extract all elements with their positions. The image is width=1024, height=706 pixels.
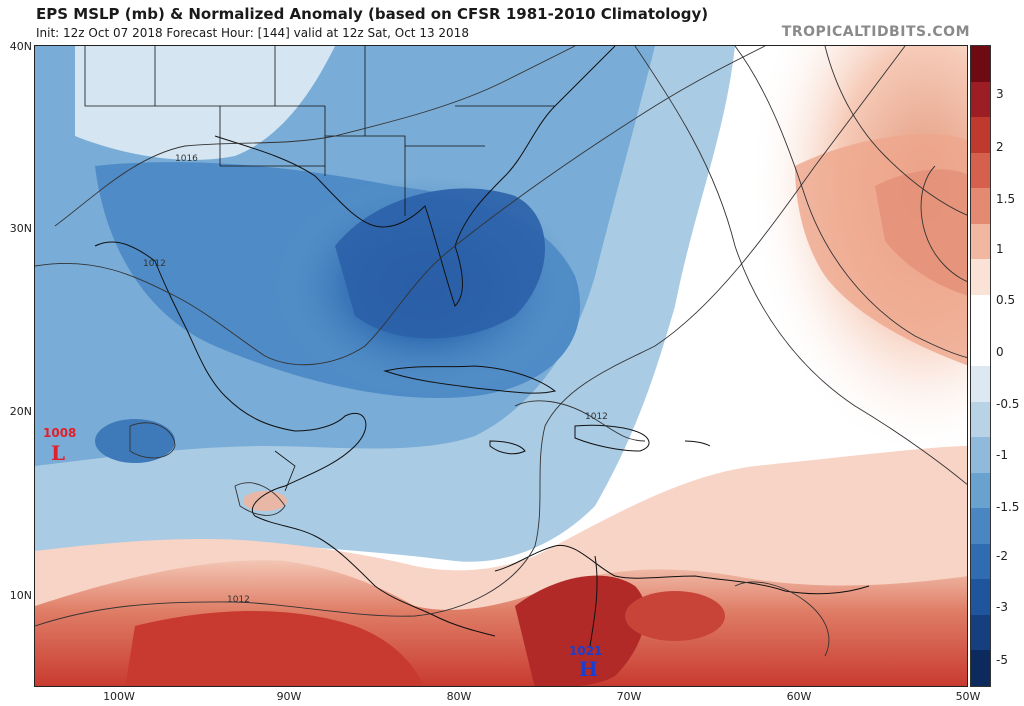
- colorbar-label: 1: [996, 242, 1004, 256]
- lon-label-80w: 80W: [446, 690, 472, 703]
- us-state-borders: [84, 46, 555, 492]
- isobar-label: 1012: [585, 412, 608, 422]
- low-pressure-value: 1008: [43, 426, 76, 440]
- positive-anomaly-pacific: [125, 611, 425, 686]
- positive-anomaly-colombia: [515, 575, 646, 686]
- colorbar-swatch: [971, 188, 990, 225]
- colorbar-swatch: [971, 472, 990, 509]
- anomaly-blob-mexico: [243, 491, 287, 511]
- anomaly-map: 1016 1012 1012 1012 1008 L 1021 H: [35, 46, 967, 686]
- colorbar-swatch: [971, 543, 990, 580]
- colorbar-label: 3: [996, 87, 1004, 101]
- positive-anomaly-ne-peak: [875, 169, 967, 296]
- watermark: TROPICALTIDBITS.COM: [781, 24, 970, 40]
- colorbar-swatch: [971, 401, 990, 438]
- colorbar-swatch: [971, 46, 990, 83]
- colorbar-label: 0.5: [996, 293, 1016, 307]
- lat-label-40n: 40N: [9, 40, 32, 53]
- colorbar-swatch: [971, 614, 990, 651]
- colorbar-label: -0.5: [996, 397, 1020, 411]
- lat-label-30n: 30N: [9, 222, 32, 235]
- colorbar-swatch: [971, 508, 990, 545]
- colorbar-label: -3: [996, 600, 1008, 614]
- colorbar-swatch: [971, 366, 990, 403]
- anomaly-colorbar: [970, 45, 991, 687]
- colorbar-label: -2: [996, 549, 1008, 563]
- high-pressure-symbol: H: [579, 657, 598, 681]
- lon-label-90w: 90W: [276, 690, 302, 703]
- colorbar-swatch: [971, 152, 990, 189]
- colorbar-swatch: [971, 81, 990, 118]
- isobar-label: 1016: [175, 154, 198, 164]
- colorbar-label: 2: [996, 140, 1004, 154]
- weak-anomaly-nw: [75, 46, 335, 160]
- lon-label-60w: 60W: [786, 690, 812, 703]
- colorbar-swatch: [971, 330, 990, 367]
- coastlines: [94, 46, 870, 647]
- colorbar-label: 0: [996, 345, 1004, 359]
- lon-label-100w: 100W: [103, 690, 135, 703]
- positive-anomaly-venezuela: [625, 591, 725, 641]
- colorbar-label: -1.5: [996, 500, 1020, 514]
- colorbar-swatch: [971, 437, 990, 474]
- colorbar-label: 1.5: [996, 192, 1016, 206]
- lon-label-50w: 50W: [955, 690, 981, 703]
- map-title: EPS MSLP (mb) & Normalized Anomaly (base…: [36, 5, 709, 23]
- isobars: [35, 46, 967, 657]
- colorbar-swatch: [971, 294, 990, 331]
- colorbar-swatch: [971, 259, 990, 296]
- lon-label-70w: 70W: [616, 690, 642, 703]
- high-pressure-value: 1021: [569, 644, 602, 658]
- low-pressure-symbol: L: [51, 441, 65, 465]
- colorbar-label: -1: [996, 448, 1008, 462]
- colorbar-swatch: [971, 117, 990, 154]
- anomaly-blob-west-mexico: [95, 419, 175, 463]
- isobar-label: 1012: [227, 595, 250, 605]
- colorbar-swatch: [971, 223, 990, 260]
- lat-label-20n: 20N: [9, 405, 32, 418]
- colorbar-swatch: [971, 650, 990, 687]
- isobar-label: 1012: [143, 259, 166, 269]
- colorbar-swatch: [971, 579, 990, 616]
- map-panel: 1016 1012 1012 1012 1008 L 1021 H: [34, 45, 968, 687]
- map-subtitle: Init: 12z Oct 07 2018 Forecast Hour: [14…: [36, 26, 469, 40]
- negative-anomaly-peak: [335, 188, 545, 339]
- colorbar-label: -5: [996, 653, 1008, 667]
- lat-label-10n: 10N: [9, 589, 32, 602]
